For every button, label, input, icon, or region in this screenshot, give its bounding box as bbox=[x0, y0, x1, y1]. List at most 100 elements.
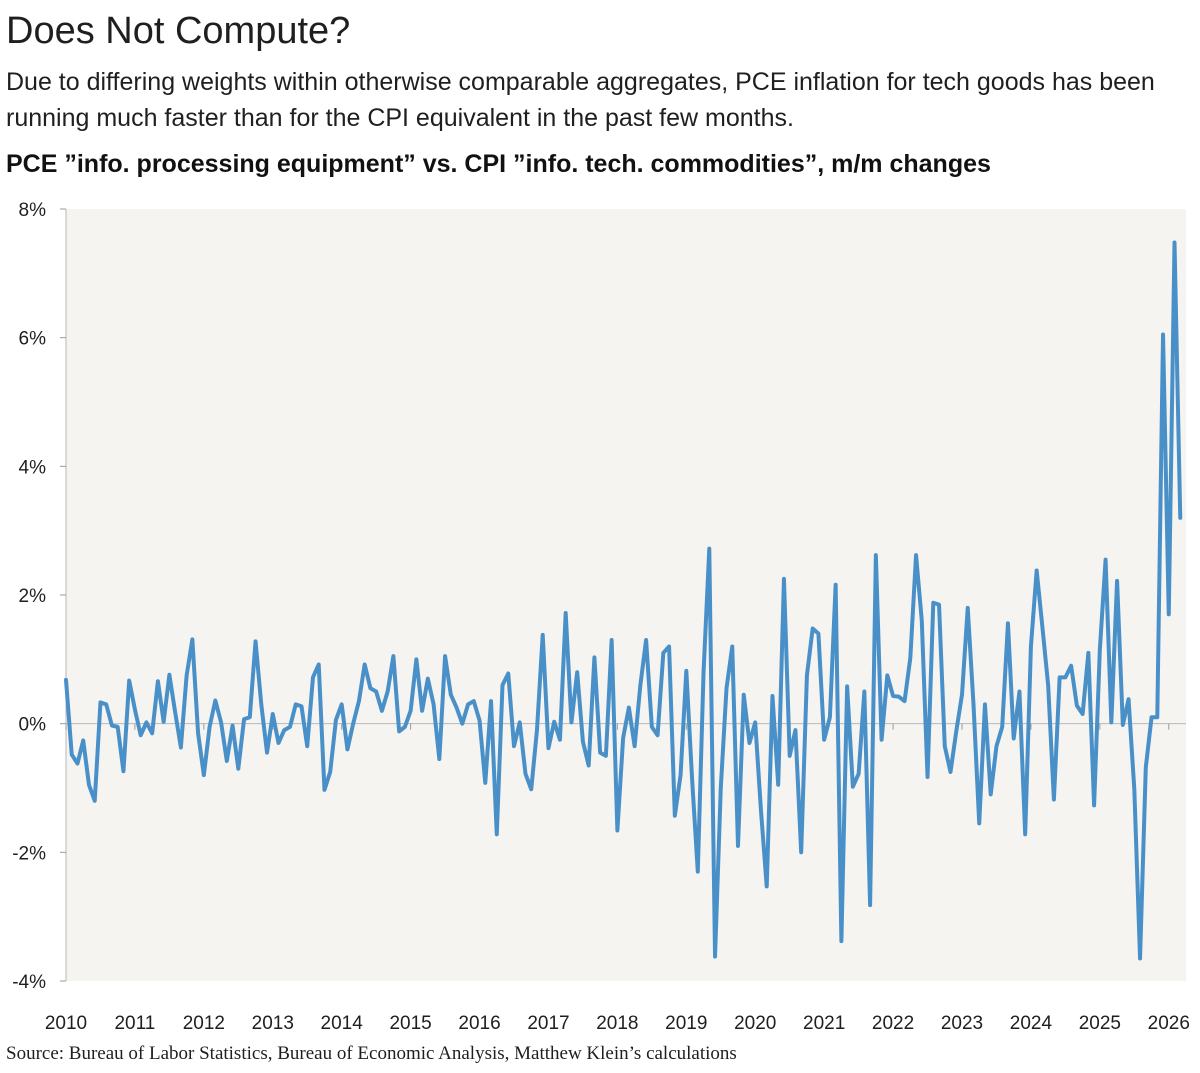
data-point bbox=[249, 716, 251, 718]
data-point bbox=[82, 739, 84, 741]
data-point bbox=[145, 721, 148, 723]
data-point bbox=[559, 739, 561, 741]
y-axis: -4% -2% 0% 2% 4% 6% 8% bbox=[12, 200, 67, 993]
data-point bbox=[938, 604, 940, 606]
data-point bbox=[381, 710, 383, 712]
data-point bbox=[174, 711, 176, 713]
data-point bbox=[542, 634, 544, 636]
data-point bbox=[783, 578, 785, 580]
data-point bbox=[1133, 788, 1135, 790]
data-point bbox=[507, 672, 509, 675]
data-point bbox=[134, 708, 136, 711]
data-point bbox=[501, 684, 504, 686]
data-point bbox=[967, 607, 969, 609]
data-point bbox=[995, 745, 998, 747]
data-point bbox=[421, 710, 423, 712]
data-point bbox=[972, 703, 975, 705]
data-point bbox=[140, 734, 142, 736]
data-point bbox=[329, 771, 331, 773]
data-point bbox=[984, 703, 986, 705]
data-point bbox=[122, 770, 125, 772]
data-point bbox=[117, 726, 119, 728]
data-point bbox=[863, 690, 865, 693]
source-note: Source: Bureau of Labor Statistics, Bure… bbox=[6, 1043, 737, 1064]
data-point bbox=[490, 700, 492, 702]
data-point bbox=[289, 726, 291, 728]
data-point bbox=[1093, 804, 1095, 806]
data-point bbox=[1156, 716, 1158, 718]
series-layer bbox=[64, 240, 1183, 961]
data-point bbox=[358, 700, 360, 702]
x-tick-label: 2025 bbox=[1079, 1013, 1121, 1034]
data-point bbox=[731, 645, 733, 648]
data-point bbox=[128, 679, 130, 682]
data-point bbox=[231, 725, 234, 727]
data-point bbox=[978, 822, 980, 824]
x-tick-label: 2016 bbox=[458, 1013, 500, 1034]
data-point bbox=[1041, 626, 1044, 628]
data-point bbox=[737, 845, 739, 847]
data-point bbox=[1082, 713, 1084, 715]
data-point bbox=[840, 940, 842, 942]
data-point bbox=[869, 904, 871, 906]
data-point bbox=[530, 788, 532, 790]
data-point bbox=[800, 851, 802, 853]
data-point bbox=[702, 671, 705, 673]
data-point bbox=[570, 721, 573, 723]
x-tick-label: 2017 bbox=[527, 1013, 569, 1034]
data-point bbox=[829, 716, 831, 718]
data-point bbox=[806, 674, 808, 677]
data-point bbox=[260, 703, 262, 705]
data-point bbox=[628, 706, 630, 709]
data-point bbox=[622, 737, 624, 739]
data-point bbox=[1030, 645, 1032, 648]
data-point bbox=[886, 674, 888, 677]
data-point bbox=[892, 695, 894, 697]
line-chart: -4%-2%0%2%4%6%8% 2010 2011 2012 2013 2014 201… bbox=[12, 200, 1190, 1034]
series-points bbox=[65, 241, 1181, 960]
y-tick-label: 6% bbox=[19, 329, 47, 350]
data-point bbox=[1139, 957, 1141, 960]
data-point bbox=[519, 721, 521, 723]
data-point bbox=[163, 721, 165, 723]
data-point bbox=[685, 670, 687, 672]
data-point bbox=[691, 777, 693, 779]
data-point bbox=[915, 554, 917, 556]
data-point bbox=[1036, 569, 1038, 572]
data-point bbox=[588, 764, 590, 767]
data-point bbox=[852, 786, 854, 788]
x-tick-label: 2011 bbox=[114, 1013, 155, 1034]
y-tick-label: -4% bbox=[12, 972, 46, 993]
y-tick-label: 4% bbox=[19, 457, 47, 478]
data-point bbox=[1001, 726, 1003, 728]
x-tick-label: 2015 bbox=[389, 1013, 431, 1034]
data-point bbox=[513, 745, 515, 747]
data-point bbox=[1059, 676, 1061, 678]
data-point bbox=[565, 612, 567, 614]
data-point bbox=[576, 671, 578, 673]
data-point bbox=[875, 554, 877, 556]
data-point bbox=[295, 703, 297, 705]
x-tick-label: 2014 bbox=[321, 1013, 364, 1034]
data-point bbox=[651, 726, 653, 728]
data-point bbox=[846, 685, 848, 687]
data-point bbox=[1104, 559, 1107, 561]
data-point bbox=[748, 742, 751, 744]
data-point bbox=[524, 773, 527, 775]
data-point bbox=[335, 719, 337, 721]
data-point bbox=[157, 680, 159, 682]
data-point bbox=[743, 694, 745, 696]
data-point bbox=[1179, 517, 1181, 519]
data-point bbox=[708, 548, 710, 550]
data-point bbox=[473, 700, 475, 702]
data-point bbox=[1007, 622, 1009, 624]
data-point bbox=[1150, 716, 1153, 718]
data-point bbox=[214, 699, 216, 702]
data-point bbox=[404, 726, 406, 728]
data-point bbox=[645, 639, 647, 641]
data-point bbox=[1116, 580, 1118, 582]
x-tick-label: 2020 bbox=[734, 1013, 776, 1034]
data-point bbox=[1047, 684, 1049, 686]
data-point bbox=[1127, 698, 1130, 700]
